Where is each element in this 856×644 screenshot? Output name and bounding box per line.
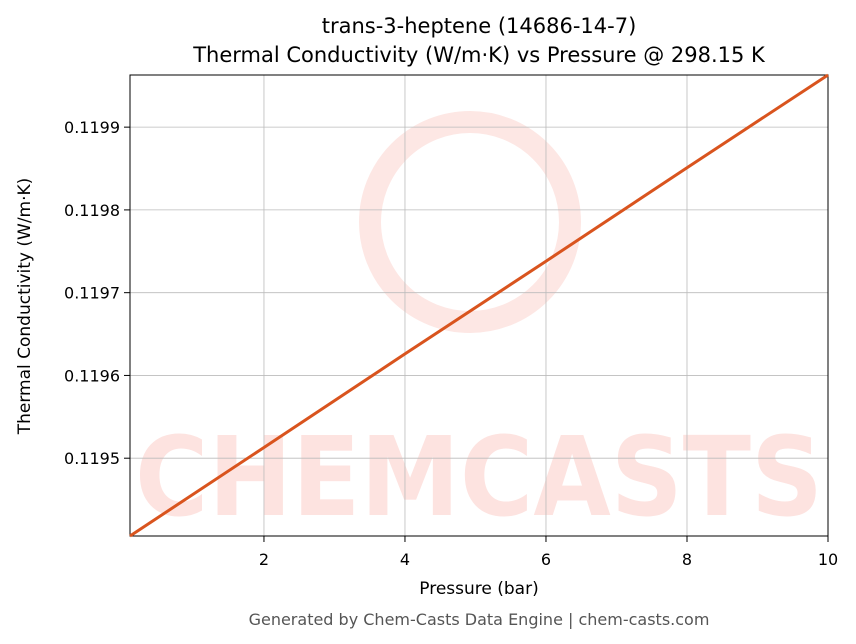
chart-subtitle: Thermal Conductivity (W/m·K) vs Pressure… (192, 43, 766, 67)
x-tick-label: 2 (259, 550, 269, 569)
y-tick-label: 0.1196 (64, 366, 120, 385)
watermark-ring (359, 111, 581, 333)
y-tick-label: 0.1199 (64, 118, 120, 137)
data-line (129, 73, 829, 538)
x-tick-label: 6 (541, 550, 551, 569)
y-axis-label: Thermal Conductivity (W/m·K) (15, 178, 35, 436)
x-tick-label: 10 (818, 550, 838, 569)
chart-title: trans-3-heptene (14686-14-7) (322, 14, 637, 38)
x-axis-label: Pressure (bar) (419, 579, 538, 599)
watermark: CHEMCASTS (135, 413, 823, 541)
x-tick-label: 8 (682, 550, 692, 569)
x-tick-label: 4 (400, 550, 410, 569)
y-tick-label: 0.1197 (64, 284, 120, 303)
footer: Generated by Chem-Casts Data Engine | ch… (249, 610, 710, 629)
y-tick-label: 0.1195 (64, 449, 120, 468)
y-tick-label: 0.1198 (64, 201, 120, 220)
plot-frame (129, 74, 829, 537)
